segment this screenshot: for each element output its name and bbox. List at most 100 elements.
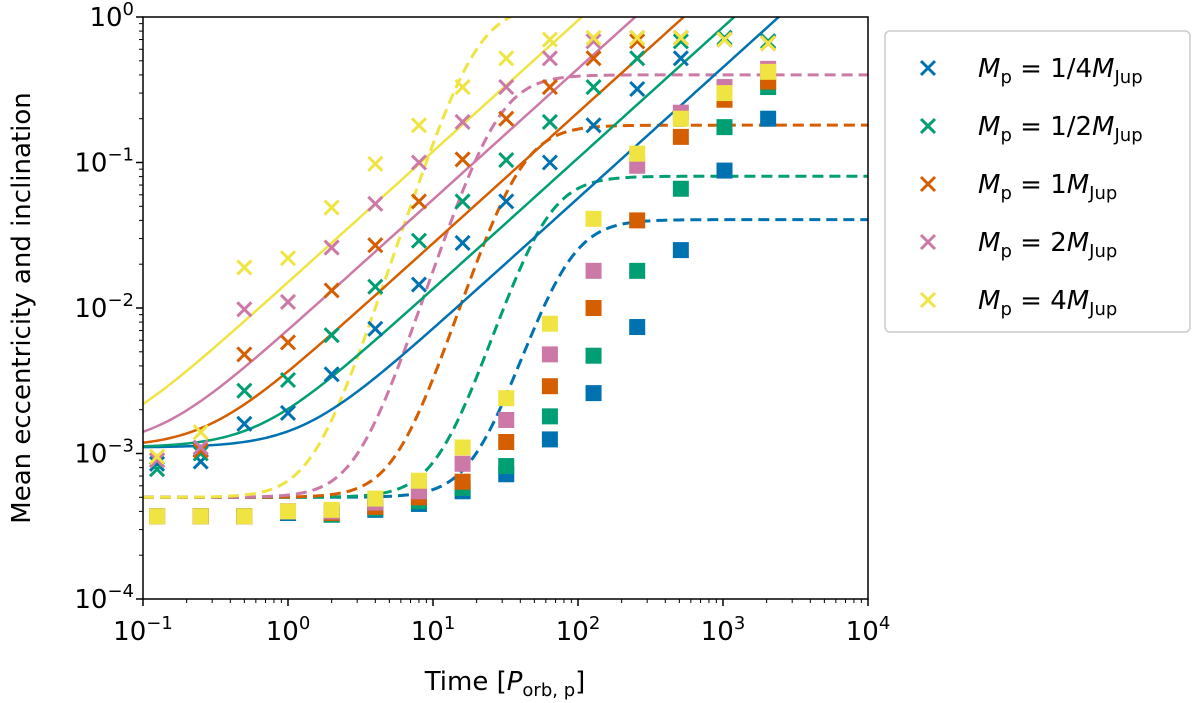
eccentricity-point	[323, 282, 340, 299]
plot-series-layer	[143, 17, 868, 525]
x-tick-label: 102	[556, 613, 601, 647]
eccentricity-point	[541, 113, 558, 131]
inclination-point	[149, 508, 166, 525]
eccentricity-point	[279, 404, 297, 422]
eccentricity-point	[279, 371, 297, 389]
eccentricity-point	[585, 50, 602, 67]
eccentricity-point	[323, 199, 340, 216]
inclination-model-curve-4	[143, 17, 514, 499]
legend-marker-2	[919, 175, 937, 193]
eccentricity-point	[236, 382, 253, 399]
inclination-point	[629, 319, 646, 336]
y-tick-label: 10−1	[74, 145, 134, 179]
y-tick-label: 10−4	[74, 581, 134, 615]
inclination-point	[716, 85, 733, 102]
legend: Mp = 1/4MJup Mp = 1/2MJup Mp = 1MJup Mp = 2…	[884, 30, 1191, 333]
inclination-point	[585, 347, 602, 364]
inclination-point	[585, 385, 602, 402]
eccentricity-point	[410, 232, 428, 249]
legend-label-0: Mp = 1/4MJup	[978, 54, 1143, 88]
eccentricity-point	[279, 250, 297, 267]
inclination-point	[760, 110, 777, 127]
eccentricity-point	[541, 31, 558, 48]
eccentricity-point	[629, 29, 646, 46]
x-axis-label: Time [Porb, p]	[424, 667, 586, 701]
y-axis-label: Mean eccentricity and inclination	[7, 92, 37, 523]
eccentricity-point	[454, 151, 471, 168]
eccentricity-point	[672, 50, 689, 67]
eccentricity-point	[323, 327, 340, 344]
inclination-point	[498, 433, 515, 450]
inclination-point	[498, 411, 515, 428]
eccentricity-point	[323, 239, 340, 256]
eccentricity-point	[148, 455, 166, 472]
eccentricity-point	[236, 301, 253, 318]
eccentricity-point	[498, 50, 515, 67]
eccentricity-point	[498, 110, 515, 127]
x-tick-label: 104	[846, 613, 891, 647]
legend-marker-0	[919, 59, 937, 77]
eccentricity-point	[148, 452, 166, 469]
eccentricity-point	[672, 33, 689, 50]
eccentricity-model-curve-3	[143, 17, 638, 433]
eccentricity-point	[629, 80, 646, 98]
eccentricity-point	[672, 29, 689, 46]
eccentricity-point	[629, 33, 646, 50]
inclination-point	[672, 242, 689, 259]
inclination-model-curve-3	[143, 73, 868, 499]
eccentricity-point	[323, 366, 340, 383]
inclination-point	[236, 508, 253, 525]
inclination-point	[280, 503, 296, 520]
inclination-point	[541, 408, 558, 425]
eccentricity-point	[585, 78, 602, 96]
inclination-point	[585, 210, 602, 227]
inclination-point	[629, 262, 646, 279]
eccentricity-point	[541, 78, 558, 96]
eccentricity-point	[192, 439, 209, 456]
eccentricity-point	[541, 50, 558, 67]
legend-marker-1	[919, 117, 937, 135]
eccentricity-point	[279, 334, 297, 351]
inclination-point	[541, 346, 558, 363]
legend-label-1: Mp = 1/2MJup	[978, 112, 1143, 146]
eccentricity-point	[454, 113, 471, 131]
eccentricity-point	[367, 237, 384, 254]
inclination-point	[192, 508, 209, 525]
inclination-point	[760, 63, 777, 80]
eccentricity-point	[148, 448, 166, 465]
inclination-point	[454, 455, 471, 472]
legend-label-4: Mp = 4MJup	[978, 286, 1117, 320]
legend-marker-4	[919, 291, 937, 309]
inclination-point	[716, 119, 733, 136]
y-tick-label: 100	[89, 0, 134, 33]
eccentricity-point	[716, 31, 733, 48]
inclination-point	[585, 262, 602, 279]
eccentricity-point	[410, 117, 428, 134]
eccentricity-point	[410, 154, 428, 171]
inclination-point	[672, 128, 689, 145]
eccentricity-point	[192, 445, 209, 462]
inclination-point	[498, 390, 515, 407]
eccentricity-point	[760, 35, 777, 52]
legend-label-3: Mp = 2MJup	[978, 228, 1117, 262]
eccentricity-point	[410, 276, 428, 293]
inclination-point	[541, 315, 558, 332]
eccentricity-model-curve-1	[143, 17, 737, 448]
inclination-point	[716, 162, 733, 179]
eccentricity-point	[454, 78, 471, 96]
eccentricity-model-curve-2	[143, 17, 686, 445]
x-axis: 10−1 100 101 102 103 104	[113, 599, 890, 647]
legend-frame	[884, 30, 1191, 333]
eccentricity-point	[367, 195, 384, 212]
legend-label-2: Mp = 1MJup	[978, 170, 1117, 204]
eccentricity-point	[279, 293, 297, 311]
inclination-point	[672, 110, 689, 127]
eccentricity-point	[236, 259, 253, 276]
inclination-point	[410, 472, 427, 489]
inclination-point	[629, 145, 646, 162]
x-tick-label: 100	[266, 613, 311, 647]
eccentricity-point	[236, 415, 253, 432]
eccentricity-point	[498, 151, 515, 169]
inclination-point	[541, 431, 558, 448]
